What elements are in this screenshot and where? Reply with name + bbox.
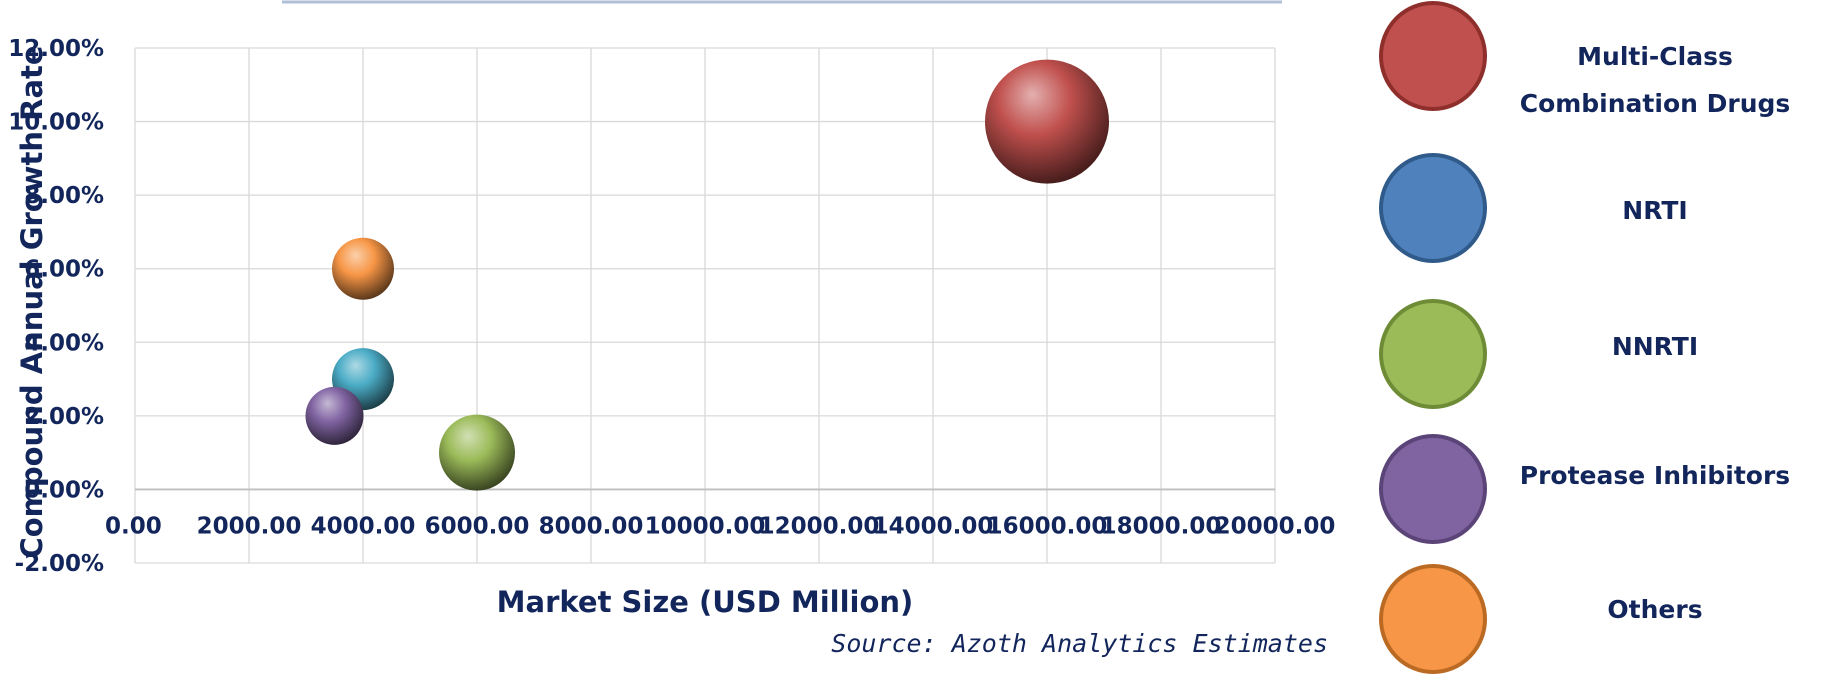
x-tick-label: 6000.00	[425, 513, 530, 539]
bubble-point	[305, 386, 364, 445]
legend-swatch	[1379, 153, 1487, 263]
x-tick-label: 2000.00	[197, 513, 302, 539]
y-axis-title: Compound Annual Growth Rate	[15, 45, 49, 558]
bubble-point	[332, 237, 394, 300]
legend-swatch	[1379, 1, 1487, 111]
y-tick-label: 8.00%	[24, 183, 104, 209]
legend: Multi-Class Combination Drugs NRTI NNRTI Pro…	[1379, 1, 1791, 674]
x-tick-label: 0.00	[105, 513, 162, 539]
x-axis-title: Market Size (USD Million)	[497, 585, 914, 619]
legend-label: NRTI	[1622, 196, 1687, 225]
y-tick-label: 0.00%	[24, 477, 104, 503]
x-tick-label: 8000.00	[539, 513, 644, 539]
legend-label: Others	[1607, 595, 1702, 624]
grid	[134, 47, 1276, 564]
y-tick-label: 4.00%	[24, 330, 104, 356]
source-note: Source: Azoth Analytics Estimates	[831, 629, 1328, 658]
x-tick-label: 4000.00	[311, 513, 416, 539]
legend-label: NNRTI	[1612, 332, 1698, 361]
y-tick-label: 6.00%	[24, 257, 104, 283]
legend-swatch	[1379, 564, 1487, 674]
y-tick-labels: -2.00% 0.00% 2.00% 4.00% 6.00% 8.00% 10.00% 12.…	[8, 36, 104, 577]
x-tick-label: 14000.00	[873, 513, 994, 539]
legend-swatch	[1379, 434, 1487, 544]
y-tick-label: 10.00%	[8, 110, 104, 136]
bubble-point	[439, 414, 515, 491]
x-tick-label: 18000.00	[1101, 513, 1222, 539]
bubble-point	[985, 59, 1109, 184]
legend-swatch	[1379, 299, 1487, 409]
bubbles	[305, 59, 1109, 491]
y-tick-label: -2.00%	[15, 551, 104, 577]
x-tick-label: 20000.00	[1215, 513, 1336, 539]
x-tick-label: 12000.00	[759, 513, 880, 539]
legend-label-line-2: Combination Drugs	[1520, 89, 1791, 118]
y-tick-label: 12.00%	[8, 36, 104, 62]
x-tick-label: 16000.00	[987, 513, 1108, 539]
x-tick-label: 10000.00	[645, 513, 766, 539]
legend-label: Multi-Class	[1577, 42, 1733, 71]
legend-label: Protease Inhibitors	[1520, 461, 1790, 490]
y-tick-label: 2.00%	[24, 404, 104, 430]
x-tick-labels: 0.00 2000.00 4000.00 6000.00 8000.00 10000.00…	[105, 513, 1335, 539]
